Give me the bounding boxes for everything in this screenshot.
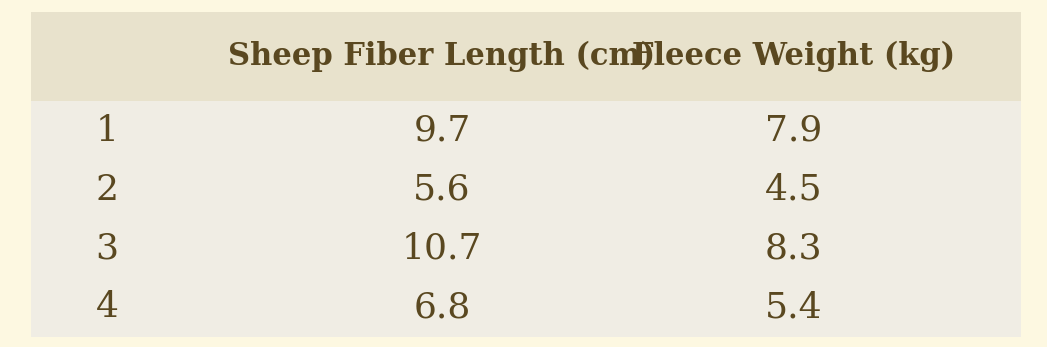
Text: 7.9: 7.9 (764, 114, 822, 148)
Bar (31, 12, 1021, 101)
Text: 10.7: 10.7 (402, 231, 483, 265)
Text: 2: 2 (95, 172, 118, 206)
Text: 5.6: 5.6 (414, 172, 471, 206)
Text: Sheep Fiber Length (cm): Sheep Fiber Length (cm) (228, 41, 655, 73)
Text: 1: 1 (95, 114, 118, 148)
Text: 9.7: 9.7 (414, 114, 471, 148)
Text: Fleece Weight (kg): Fleece Weight (kg) (631, 41, 955, 73)
Text: 8.3: 8.3 (764, 231, 822, 265)
Text: 6.8: 6.8 (414, 290, 471, 324)
Text: 4.5: 4.5 (764, 172, 822, 206)
Bar (31, 101, 1021, 337)
Text: 5.4: 5.4 (764, 290, 822, 324)
Text: 4: 4 (95, 290, 118, 324)
Text: 3: 3 (95, 231, 119, 265)
